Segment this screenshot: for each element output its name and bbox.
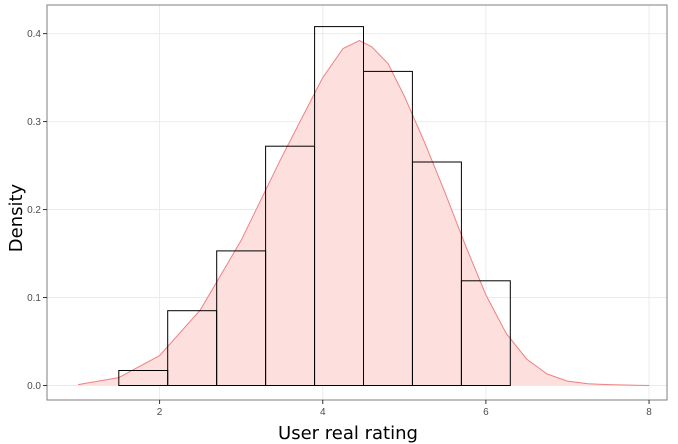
panel-border (46, 4, 668, 401)
x-tick-label: 6 (483, 407, 489, 418)
x-tick-label: 8 (646, 407, 652, 418)
y-tick-label: 0.4 (27, 29, 41, 40)
y-tick-label: 0.0 (27, 381, 41, 392)
y-tick-label: 0.2 (27, 205, 41, 216)
histogram-bars (118, 26, 511, 387)
x-tick-label: 2 (157, 407, 163, 418)
histogram-bar (460, 280, 511, 386)
x-tick-label: 4 (320, 407, 326, 418)
x-axis-title: User real rating (278, 423, 418, 444)
density-curve (77, 40, 650, 386)
y-axis-title: Density (6, 183, 27, 252)
histogram-bar (412, 161, 462, 386)
x-axis-ticks: 2 4 6 8 (157, 400, 652, 418)
y-tick-label: 0.3 (27, 117, 41, 128)
y-tick-label: 0.1 (27, 293, 41, 304)
y-axis-ticks: 0.0 0.1 0.2 0.3 0.4 (27, 29, 47, 392)
